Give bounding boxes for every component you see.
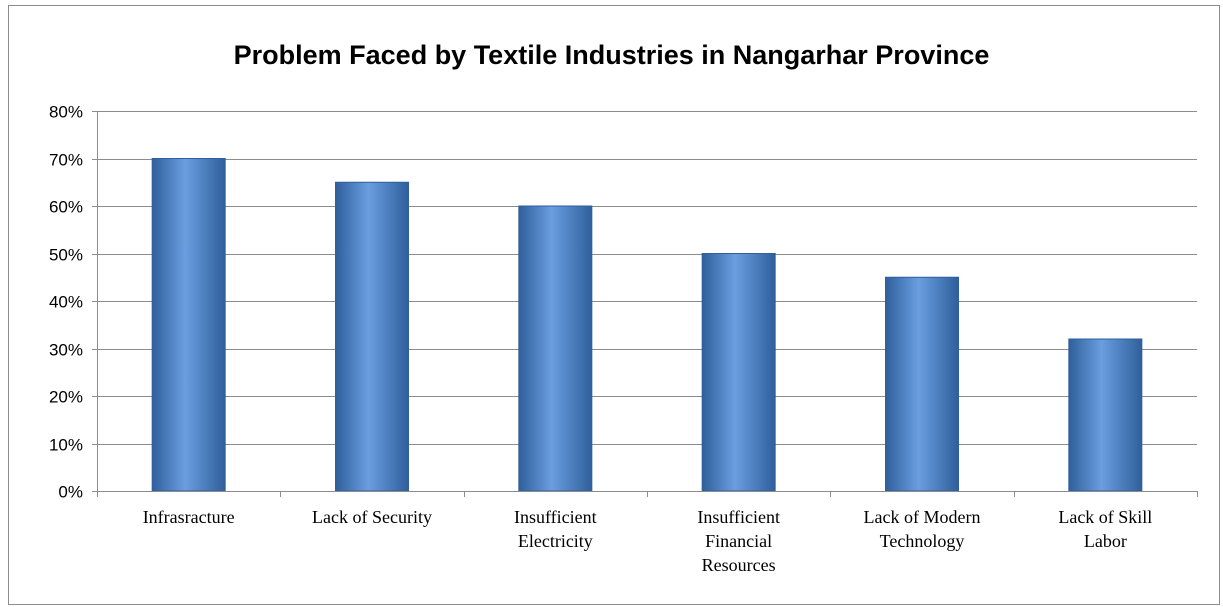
y-tick-label: 50% — [49, 246, 83, 265]
bar — [335, 181, 409, 492]
bar — [151, 158, 226, 492]
x-tick-label: Insufficient Financial Resources — [697, 507, 780, 575]
x-tick-label-line: Lack of Skill — [1058, 507, 1152, 527]
bar — [701, 253, 776, 492]
x-tick-label-line: Financial — [705, 531, 772, 551]
x-tick-label-line: Insufficient — [697, 507, 780, 527]
x-axis-ticks: Infrasracture Lack of Security Insufficien… — [143, 507, 1153, 575]
x-tick-label: Insufficient Electricity — [514, 507, 597, 551]
x-tick-label-line: Resources — [702, 555, 776, 575]
x-tick-label-line: Infrasracture — [143, 507, 235, 527]
y-tick-label: 0% — [58, 483, 83, 502]
bar — [518, 205, 593, 492]
y-tick-label: 30% — [49, 341, 83, 360]
x-tick-label: Lack of Modern Technology — [864, 507, 981, 551]
y-axis-ticks: 0% 10% 20% 30% 40% 50% 60% 70% 80% — [49, 103, 97, 502]
x-tick-label-line: Electricity — [518, 531, 593, 551]
y-tick-label: 60% — [49, 198, 83, 217]
x-axis — [97, 111, 1198, 497]
x-tick-label: Lack of Security — [312, 507, 432, 527]
x-tick-label: Infrasracture — [143, 507, 235, 527]
bar — [1068, 338, 1143, 492]
bars — [151, 158, 1143, 492]
x-tick-label-line: Labor — [1084, 531, 1127, 551]
x-tick-label-line: Technology — [880, 531, 965, 551]
bar — [885, 276, 959, 492]
y-tick-label: 10% — [49, 436, 83, 455]
y-tick-label: 20% — [49, 388, 83, 407]
y-tick-label: 70% — [49, 151, 83, 170]
y-tick-label: 80% — [49, 103, 83, 122]
chart-title: Problem Faced by Textile Industries in N… — [233, 40, 990, 70]
x-tick-label-line: Insufficient — [514, 507, 597, 527]
gridlines — [97, 111, 1197, 445]
y-tick-label: 40% — [49, 293, 83, 312]
x-tick-label-line: Lack of Security — [312, 507, 432, 527]
x-tick-label-line: Lack of Modern — [864, 507, 981, 527]
x-tick-label: Lack of Skill Labor — [1058, 507, 1152, 551]
